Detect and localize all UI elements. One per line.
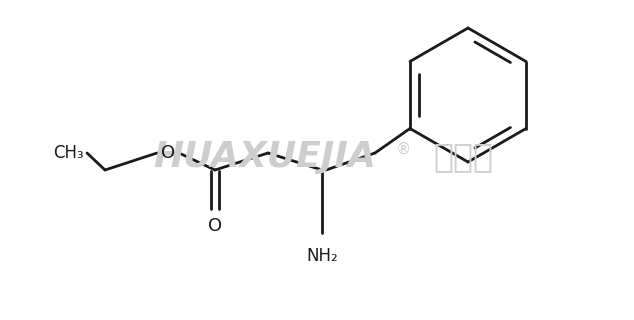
- Text: CH₃: CH₃: [53, 144, 83, 162]
- Text: O: O: [208, 217, 222, 235]
- Text: O: O: [161, 144, 175, 162]
- Text: ®: ®: [396, 141, 411, 156]
- Text: HUAXUEJIA: HUAXUEJIA: [153, 140, 377, 174]
- Text: NH₂: NH₂: [306, 247, 338, 265]
- Text: 化学加: 化学加: [433, 140, 493, 173]
